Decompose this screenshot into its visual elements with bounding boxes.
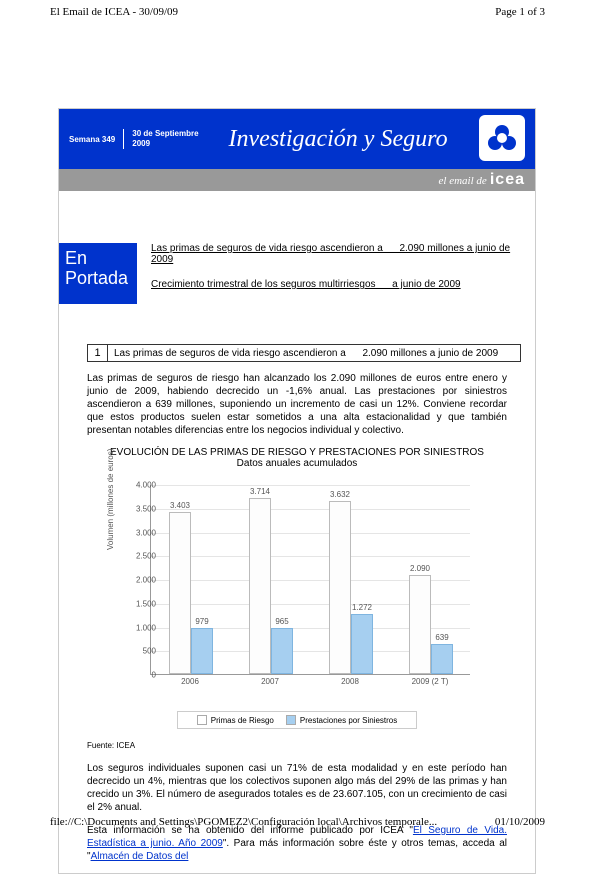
y-tick: 2.500 <box>136 552 156 561</box>
legend-label-2: Prestaciones por Siniestros <box>300 716 397 725</box>
x-tick: 2009 (2 T) <box>390 677 470 686</box>
bar <box>169 512 191 674</box>
x-tick: 2006 <box>150 677 230 686</box>
chart: Volumen (millones de euros) 3.4039793.71… <box>112 475 482 705</box>
badge-l2: Portada <box>65 268 128 288</box>
y-tick: 500 <box>143 647 156 656</box>
toc-link-2[interactable]: Crecimiento trimestral de los seguros mu… <box>151 279 525 290</box>
print-date: 01/10/2009 <box>495 816 545 828</box>
page-number: Page 1 of 3 <box>495 6 545 18</box>
file-path: file://C:\Documents and Settings\PGOMEZ2… <box>50 816 437 828</box>
chart-subtitle: Datos anuales acumulados <box>59 458 535 469</box>
swatch-blue <box>286 715 296 725</box>
bar <box>431 644 453 674</box>
bar-value-label: 3.403 <box>165 501 195 510</box>
banner: Semana 349 30 de Septiembre 2009 Investi… <box>59 109 535 169</box>
y-tick: 3.500 <box>136 504 156 513</box>
bar-value-label: 979 <box>187 617 217 626</box>
article-number: 1 <box>88 345 108 361</box>
bar-value-label: 3.714 <box>245 487 275 496</box>
logo-icon <box>479 115 525 161</box>
legend-label-1: Primas de Riesgo <box>211 716 274 725</box>
bar-value-label: 639 <box>427 633 457 642</box>
date-line1: 30 de Septiembre <box>132 129 198 138</box>
bar-value-label: 965 <box>267 617 297 626</box>
paragraph-3: Esta información se ha obtenido del info… <box>87 824 507 863</box>
badge-l1: En <box>65 248 87 268</box>
bar <box>271 628 293 674</box>
section-badge: En Portada <box>59 243 137 304</box>
newsletter-body: Semana 349 30 de Septiembre 2009 Investi… <box>58 108 536 874</box>
sub-banner: el email de icea <box>59 169 535 191</box>
legend-item-prestaciones: Prestaciones por Siniestros <box>286 715 397 725</box>
sub-prefix: el email de <box>439 175 487 187</box>
date-line2: 2009 <box>132 139 150 148</box>
y-tick: 1.500 <box>136 599 156 608</box>
week-label: Semana 349 <box>69 135 115 144</box>
sub-brand: icea <box>490 171 525 188</box>
bar-value-label: 2.090 <box>405 564 435 573</box>
y-tick: 2.000 <box>136 576 156 585</box>
paragraph-1: Las primas de seguros de riesgo han alca… <box>87 372 507 437</box>
bar-value-label: 3.632 <box>325 490 355 499</box>
article-heading-text: Las primas de seguros de vida riesgo asc… <box>108 346 504 361</box>
x-tick: 2007 <box>230 677 310 686</box>
y-axis-label: Volumen (millones de euros) <box>106 449 115 550</box>
bar <box>351 614 373 674</box>
report-link-2[interactable]: Almacén de Datos del <box>91 851 189 862</box>
doc-title: El Email de ICEA - 30/09/09 <box>50 6 178 18</box>
toc-link-1[interactable]: Las primas de seguros de vida riesgo asc… <box>151 243 525 265</box>
bar <box>191 628 213 675</box>
y-tick: 3.000 <box>136 528 156 537</box>
date-label: 30 de Septiembre 2009 <box>123 129 198 148</box>
bar <box>329 501 351 674</box>
banner-title: Investigación y Seguro <box>229 126 448 153</box>
paragraph-2: Los seguros individuales suponen casi un… <box>87 762 507 814</box>
chart-source: Fuente: ICEA <box>87 741 507 750</box>
y-tick: 4.000 <box>136 481 156 490</box>
chart-title: EVOLUCIÓN DE LAS PRIMAS DE RIESGO Y PRES… <box>59 447 535 458</box>
bar <box>409 575 431 674</box>
x-tick: 2008 <box>310 677 390 686</box>
swatch-white <box>197 715 207 725</box>
plot-area: 3.403 979 3.714 965 3.632 1.272 2.090 639 <box>150 485 470 675</box>
legend-item-primas: Primas de Riesgo <box>197 715 274 725</box>
legend: Primas de Riesgo Prestaciones por Sinies… <box>177 711 417 729</box>
article-heading: 1 Las primas de seguros de vida riesgo a… <box>87 344 521 362</box>
y-tick: 1.000 <box>136 623 156 632</box>
bar-value-label: 1.272 <box>347 603 377 612</box>
bar <box>249 498 271 674</box>
